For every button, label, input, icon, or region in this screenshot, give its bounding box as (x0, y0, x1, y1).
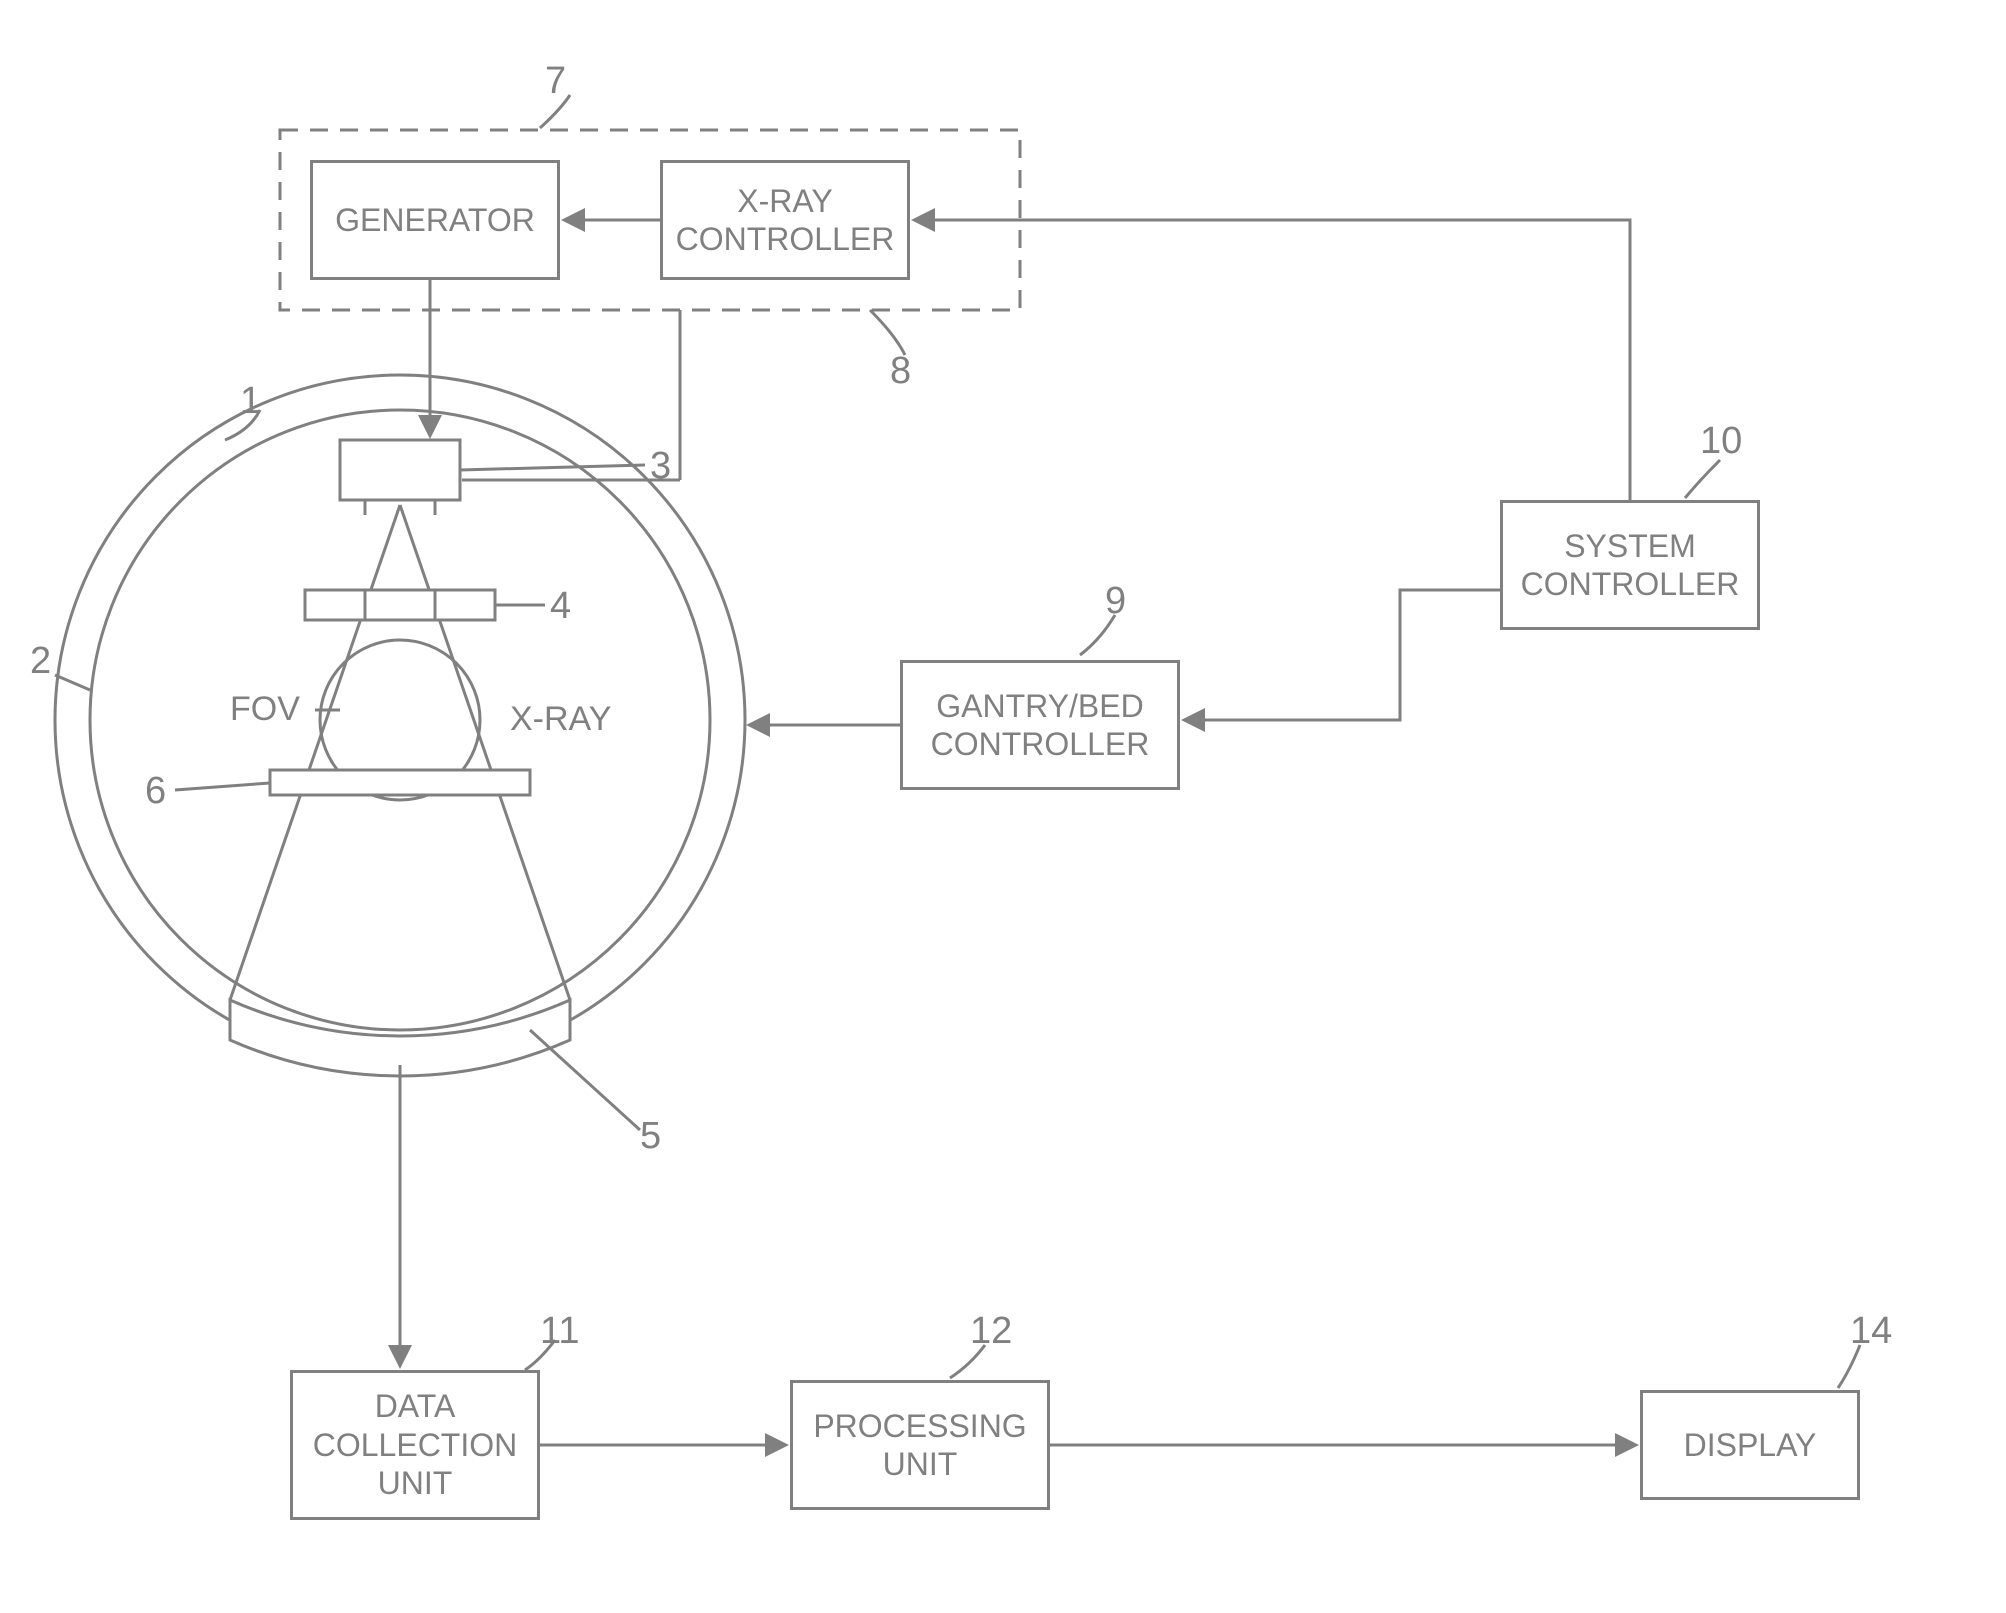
collimator (305, 590, 495, 620)
fov-label: FOV (230, 690, 300, 729)
xray-controller-box: X-RAYCONTROLLER (660, 160, 910, 280)
ref-2: 2 (30, 640, 51, 683)
ref-6: 6 (145, 770, 166, 813)
processing-unit-label: PROCESSINGUNIT (813, 1407, 1026, 1484)
xray-tube (340, 440, 460, 500)
ref-11: 11 (540, 1310, 579, 1353)
ref-9: 9 (1105, 580, 1126, 623)
ref-12: 12 (970, 1310, 1012, 1353)
ref-10: 10 (1700, 420, 1742, 463)
fov-circle (320, 640, 480, 800)
ref-7: 7 (545, 60, 566, 103)
data-collection-unit-box: DATACOLLECTIONUNIT (290, 1370, 540, 1520)
beam-right (400, 505, 570, 1000)
generator-label: GENERATOR (335, 201, 535, 239)
gantry-inner-circle (90, 410, 710, 1030)
display-label: DISPLAY (1684, 1426, 1817, 1464)
data-collection-unit-label: DATACOLLECTIONUNIT (313, 1387, 517, 1502)
gantry-outer-circle (55, 375, 745, 1065)
beam-left (230, 505, 400, 1000)
xray-controller-label: X-RAYCONTROLLER (676, 182, 895, 259)
detector-arc (230, 1000, 570, 1076)
ref-1: 1 (240, 380, 261, 423)
system-controller-label: SYSTEMCONTROLLER (1521, 527, 1740, 604)
bed (270, 770, 530, 795)
processing-unit-box: PROCESSINGUNIT (790, 1380, 1050, 1510)
xray-beam-label: X-RAY (510, 700, 611, 739)
ref-5: 5 (640, 1115, 661, 1158)
system-controller-box: SYSTEMCONTROLLER (1500, 500, 1760, 630)
arrow-sysctrl-to-xrayctrl (915, 220, 1630, 500)
ref-8: 8 (890, 350, 911, 393)
ref-14: 14 (1850, 1310, 1892, 1353)
gantry-bed-controller-label: GANTRY/BEDCONTROLLER (931, 687, 1150, 764)
display-box: DISPLAY (1640, 1390, 1860, 1500)
gantry-bed-controller-box: GANTRY/BEDCONTROLLER (900, 660, 1180, 790)
ref-4: 4 (550, 585, 571, 628)
arrow-sysctrl-to-gantry (1185, 590, 1500, 720)
ref-3: 3 (650, 445, 671, 488)
generator-box: GENERATOR (310, 160, 560, 280)
